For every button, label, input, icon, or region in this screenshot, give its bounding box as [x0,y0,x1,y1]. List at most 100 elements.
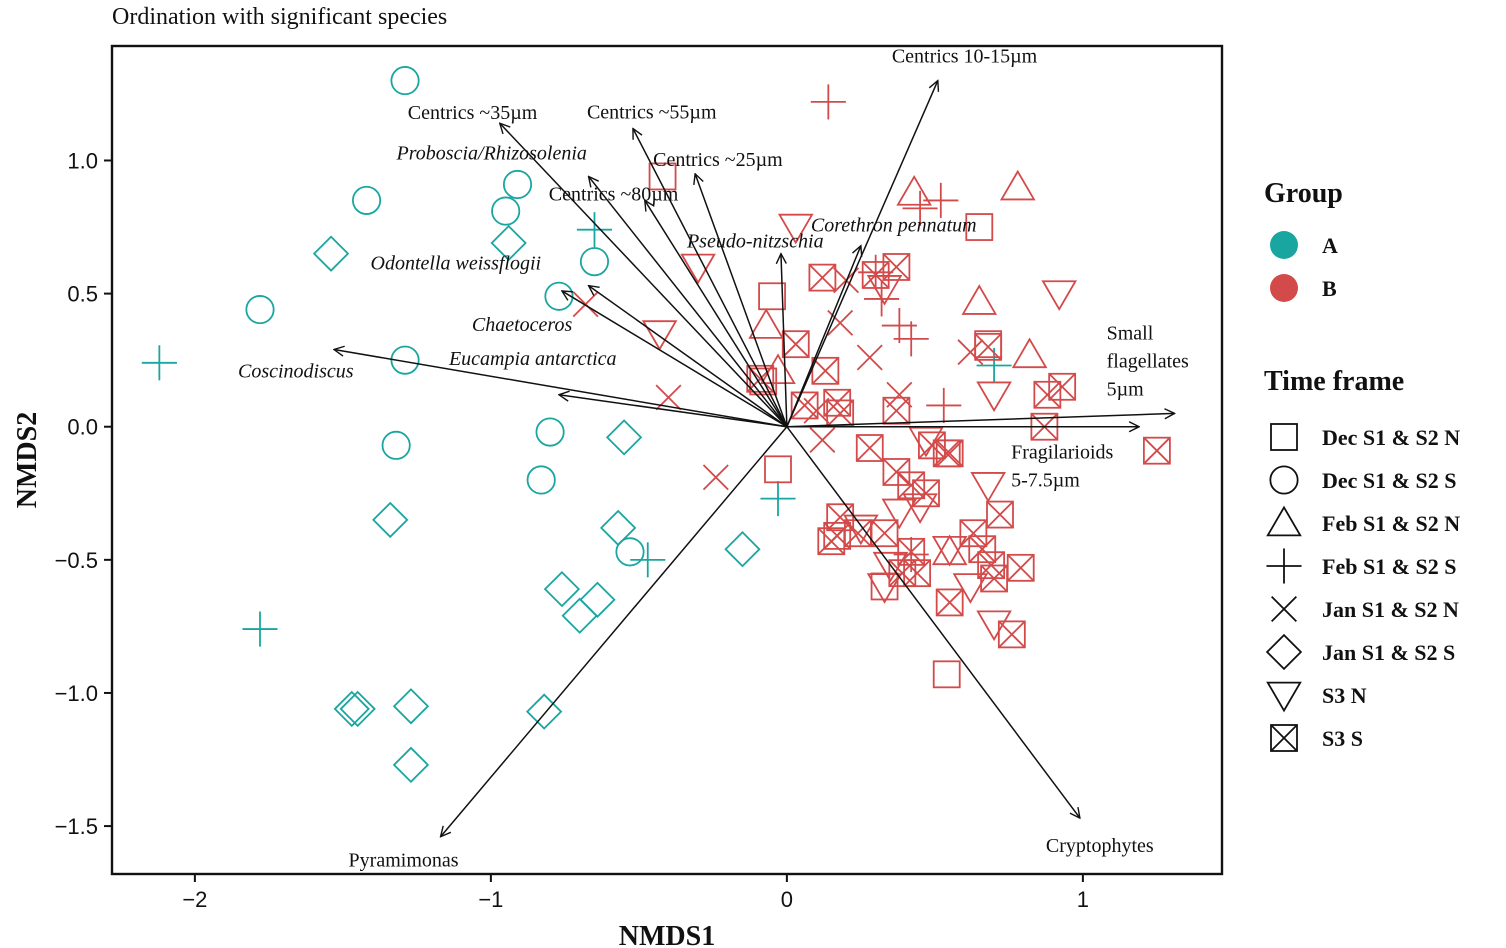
data-point [352,185,382,215]
vector-arrow [786,81,938,428]
y-tick-label: 0.5 [67,282,98,307]
data-point [579,581,616,618]
vector-arrow [786,426,1080,818]
data-point [932,660,961,689]
data-point [882,396,911,425]
data-point [965,213,994,241]
legend-shape-key [1266,548,1302,584]
data-point [888,559,917,588]
data-point [758,282,786,311]
legend-shape-key [1265,633,1303,671]
data-point [923,182,959,218]
data-point [641,320,678,351]
legend-shape-label: Feb S1 & S2 N [1322,511,1460,536]
legend-shape-label: Jan S1 & S2 S [1322,640,1455,665]
vector-label-line: 5-7.5µm [1011,470,1080,492]
data-point [893,321,929,357]
data-point [817,527,846,556]
legend-shape-label: Feb S1 & S2 S [1322,554,1456,579]
vector-arrow [441,426,788,837]
x-axis-title: NMDS1 [619,921,715,948]
legend-shape-key [1270,724,1298,752]
vector-arrow [786,413,1175,428]
vector-label: Fragilarioids 5-7.5µm [1011,442,1113,492]
species-vector: Centrics ~25µm [653,149,788,427]
species-vector: Chaetoceros [472,291,788,428]
vector-label: Eucampia antarctica [448,348,617,370]
vector-arrow [562,291,788,428]
data-point [808,263,837,292]
legend-shape-title: Time frame [1264,366,1404,397]
data-point [897,471,926,500]
data-point [935,439,964,468]
data-point [141,345,177,381]
data-point [932,439,961,468]
species-vector: Proboscia/Rhizosolenia [396,142,788,428]
vector-arrow [633,129,788,428]
data-point [599,509,637,547]
data-point [502,169,533,199]
legend-shape-key [1266,505,1302,537]
legend-group-swatch [1270,231,1298,259]
data-point [390,345,420,375]
data-point [870,519,899,548]
legend-shape-label: S3 S [1322,726,1363,751]
data-point [881,498,918,530]
vector-label: Coscinodiscus [238,361,354,383]
legend-group-label: B [1322,276,1337,301]
data-point [339,690,376,728]
species-vector: Fragilarioids 5-7.5µm [786,427,1139,492]
vector-label: Centrics ~55µm [587,102,717,124]
vector-label: Centrics ~35µm [408,102,538,124]
data-point [811,356,840,385]
data-point [245,295,275,325]
data-point [702,464,729,491]
data-point [381,430,411,460]
vector-label: Proboscia/Rhizosolenia [396,142,587,164]
vector-label: Corethron pennatum [811,215,977,237]
legend-group-label: A [1322,233,1338,258]
data-point [535,417,565,447]
species-vector: Cryptophytes [786,426,1154,857]
y-tick-label: 0.0 [67,415,98,440]
data-point [526,465,556,495]
data-point [561,597,598,634]
data-point [1011,337,1048,369]
x-tick-label: −1 [478,887,503,912]
species-vectors: Centrics 10-15µm Centrics ~35µm Centrics ~… [238,46,1189,872]
species-vector: Centrics ~55µm [587,102,788,428]
legend-group-swatch [1270,274,1298,302]
species-vector: Centrics ~80µm [549,183,788,428]
data-point [861,261,890,289]
data-point [490,224,527,262]
data-point [959,519,988,548]
data-point [809,427,836,454]
data-point [926,387,962,423]
vector-label: Odontella weissflogii [371,253,542,275]
y-axis-title: NMDS2 [12,412,43,508]
legend-shape-key [1269,465,1299,495]
data-point [724,531,761,568]
y-tick-label: 1.0 [67,148,98,173]
legend-shape-key [1266,681,1302,713]
vector-label: Centrics ~80µm [549,183,679,205]
vector-arrow [589,286,788,428]
data-point [903,559,932,588]
vector-arrow [695,174,788,427]
data-point [390,66,420,96]
data-point [1041,280,1078,311]
species-vector: Coscinodiscus [238,350,788,428]
data-point [976,610,1012,642]
data-point [866,275,903,306]
axis-ticks: −2 −1 0 1 1.0 0.5 0.0 −0.5 −1.0 −1.5 [55,148,1089,912]
data-point [790,391,819,420]
species-vector: Centrics ~35µm [408,102,788,428]
data-point [1048,372,1077,401]
vector-label-line: 5µm [1107,378,1145,400]
data-point [855,434,884,462]
legend-group-title: Group [1264,178,1343,209]
vector-arrow [781,254,788,427]
data-point [810,84,846,120]
vector-label: Cryptophytes [1046,835,1154,857]
